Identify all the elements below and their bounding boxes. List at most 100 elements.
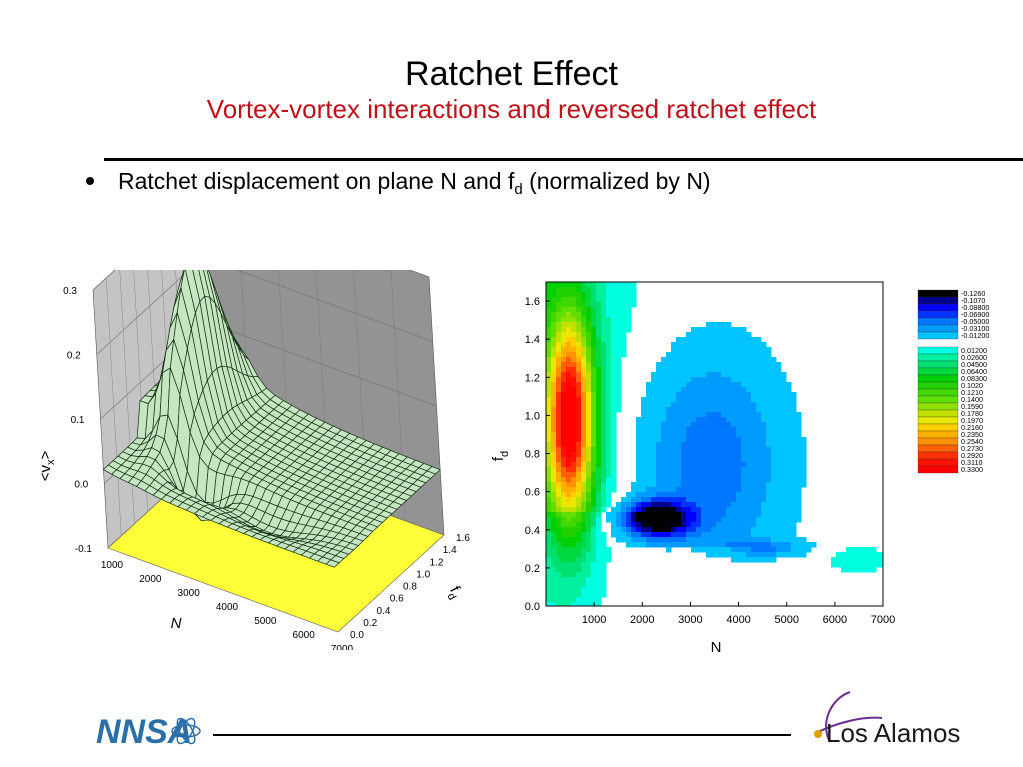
contour-cell bbox=[796, 492, 802, 498]
contour-cell bbox=[781, 402, 787, 408]
legend-swatch bbox=[917, 458, 959, 467]
contour-cell bbox=[751, 552, 757, 558]
contour-cell bbox=[696, 422, 702, 428]
contour-cell bbox=[701, 507, 707, 513]
contour-cell bbox=[781, 492, 787, 498]
contour-cell bbox=[756, 447, 762, 453]
contour-cell bbox=[776, 422, 782, 428]
contour-cell bbox=[736, 452, 742, 458]
contour-cell bbox=[736, 517, 742, 523]
contour-cell bbox=[601, 587, 607, 593]
contour-cell bbox=[631, 512, 637, 518]
contour-cell bbox=[566, 512, 572, 518]
contour-cell bbox=[681, 467, 687, 473]
contour-cell bbox=[576, 492, 582, 498]
contour-cell bbox=[766, 347, 772, 353]
contour-cell bbox=[551, 517, 557, 523]
contour-cell bbox=[576, 302, 582, 308]
contour-cell bbox=[681, 402, 687, 408]
contour-cell bbox=[631, 517, 637, 523]
contour-cell bbox=[796, 542, 802, 548]
contour-cell bbox=[701, 337, 707, 343]
contour-cell bbox=[551, 497, 557, 503]
contour-cell bbox=[661, 457, 667, 463]
contour-cell bbox=[786, 397, 792, 403]
contour-cell bbox=[621, 302, 627, 308]
contour-cell bbox=[556, 467, 562, 473]
contour-cell bbox=[741, 352, 747, 358]
contour-cell bbox=[716, 347, 722, 353]
contour-cell bbox=[766, 452, 772, 458]
contour-cell bbox=[586, 347, 592, 353]
contour-cell bbox=[581, 362, 587, 368]
contour-cell bbox=[776, 517, 782, 523]
contour-cell bbox=[561, 362, 567, 368]
contour-cell bbox=[576, 392, 582, 398]
contour-cell bbox=[706, 507, 712, 513]
contour-cell bbox=[606, 552, 612, 558]
contour-cell bbox=[666, 522, 672, 528]
contour-cell bbox=[601, 397, 607, 403]
contour-cell bbox=[851, 562, 857, 568]
contour-cell bbox=[696, 517, 702, 523]
contour-cell bbox=[551, 292, 557, 298]
contour-cell bbox=[561, 322, 567, 328]
legend-swatch bbox=[917, 395, 959, 404]
contour-cell bbox=[711, 482, 717, 488]
contour-cell bbox=[551, 412, 557, 418]
contour-cell bbox=[671, 397, 677, 403]
contour-cell bbox=[561, 527, 567, 533]
contour-cell bbox=[691, 402, 697, 408]
contour-cell bbox=[591, 412, 597, 418]
contour-cell bbox=[706, 512, 712, 518]
contour-cell bbox=[746, 447, 752, 453]
contour-cell bbox=[576, 412, 582, 418]
contour-cell bbox=[706, 477, 712, 483]
contour-cell bbox=[546, 372, 552, 378]
contour-cell bbox=[581, 402, 587, 408]
contour-cell bbox=[566, 562, 572, 568]
contour-cell bbox=[721, 527, 727, 533]
contour-cell bbox=[646, 492, 652, 498]
contour-cell bbox=[686, 477, 692, 483]
contour-cell bbox=[746, 527, 752, 533]
contour-cell bbox=[566, 487, 572, 493]
contour-cell bbox=[676, 407, 682, 413]
contour-cell bbox=[726, 497, 732, 503]
contour-cell bbox=[566, 547, 572, 553]
contour-cell bbox=[546, 337, 552, 343]
contour-cell bbox=[741, 547, 747, 553]
contour-cell bbox=[576, 572, 582, 578]
contour-x-tick-label: 4000 bbox=[726, 614, 750, 626]
contour-cell bbox=[621, 307, 627, 313]
contour-cell bbox=[546, 437, 552, 443]
contour-cell bbox=[546, 587, 552, 593]
contour-cell bbox=[671, 372, 677, 378]
contour-cell bbox=[626, 502, 632, 508]
contour-cell bbox=[571, 602, 577, 606]
contour-cell bbox=[586, 312, 592, 318]
contour-cell bbox=[771, 527, 777, 533]
contour-cell bbox=[651, 402, 657, 408]
contour-cell bbox=[656, 392, 662, 398]
contour-cell bbox=[566, 602, 572, 606]
contour-cell bbox=[551, 602, 557, 606]
contour-cell bbox=[621, 327, 627, 333]
contour-cell bbox=[731, 352, 737, 358]
contour-cell bbox=[676, 437, 682, 443]
contour-cell bbox=[731, 337, 737, 343]
contour-cell bbox=[571, 407, 577, 413]
contour-cell bbox=[626, 322, 632, 328]
legend-swatch bbox=[917, 374, 959, 383]
contour-cell bbox=[561, 592, 567, 598]
contour-cell bbox=[566, 452, 572, 458]
contour-cell bbox=[586, 307, 592, 313]
contour-cell bbox=[596, 517, 602, 523]
contour-cell bbox=[556, 387, 562, 393]
contour-cell bbox=[546, 497, 552, 503]
contour-cell bbox=[596, 542, 602, 548]
contour-cell bbox=[591, 527, 597, 533]
contour-y-tick-label: 0.0 bbox=[525, 601, 540, 613]
contour-cell bbox=[561, 407, 567, 413]
contour-cell bbox=[711, 322, 717, 328]
